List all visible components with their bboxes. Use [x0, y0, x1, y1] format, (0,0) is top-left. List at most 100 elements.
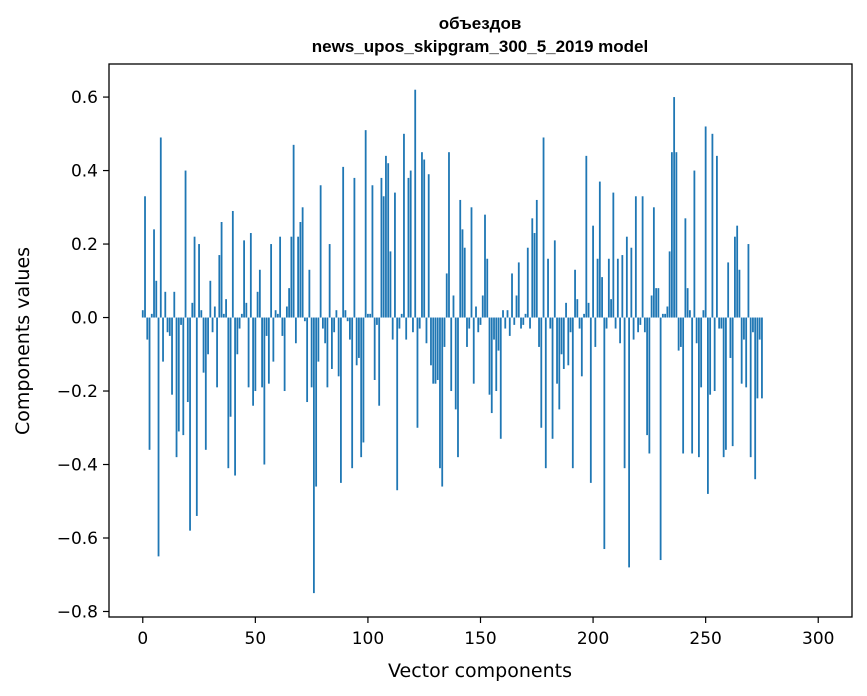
bar	[177, 317, 180, 432]
bar	[547, 258, 549, 318]
bar	[294, 317, 297, 344]
bar	[166, 317, 169, 333]
y-axis-label: Components values	[12, 247, 34, 435]
bar	[310, 317, 313, 388]
bar	[607, 258, 610, 318]
bar	[258, 269, 261, 318]
bar	[391, 317, 394, 340]
bar	[195, 317, 198, 516]
bar	[502, 310, 504, 318]
bar	[297, 236, 300, 318]
bar	[558, 317, 561, 410]
bar	[713, 317, 716, 392]
bar	[211, 317, 214, 333]
bar	[574, 269, 576, 318]
bar	[727, 262, 730, 318]
bar	[731, 317, 734, 447]
bar	[513, 317, 516, 325]
bar	[461, 229, 464, 318]
bar	[175, 317, 178, 458]
bar	[155, 280, 158, 318]
x-tick-label: 150	[464, 629, 496, 649]
bar	[414, 89, 417, 318]
bar	[580, 317, 583, 377]
bar	[567, 317, 570, 366]
bar	[754, 317, 757, 480]
bar	[265, 317, 268, 336]
bar	[247, 317, 250, 388]
bars-group	[141, 89, 763, 594]
bar	[752, 317, 754, 333]
bar	[637, 317, 640, 333]
bar	[303, 317, 306, 322]
bar	[722, 317, 725, 458]
bar	[452, 295, 455, 318]
bar	[159, 137, 162, 318]
bar	[472, 317, 475, 384]
bar	[650, 295, 653, 318]
bar	[682, 317, 685, 454]
bar	[589, 317, 592, 483]
bar	[400, 313, 403, 318]
bar	[416, 317, 419, 428]
bar	[421, 152, 423, 318]
x-tick-label: 100	[352, 629, 384, 649]
bar	[448, 152, 450, 318]
bar	[301, 207, 304, 318]
bar	[299, 222, 302, 318]
x-axis-ticks: 0 50 100 150 200 250 300	[137, 617, 834, 649]
bar	[218, 255, 221, 318]
bar	[668, 251, 671, 318]
bar	[144, 196, 146, 318]
bar	[398, 317, 401, 329]
bar	[711, 133, 714, 318]
bar	[481, 295, 484, 318]
bar	[396, 317, 399, 491]
bar	[360, 317, 363, 458]
bar	[283, 317, 286, 392]
bar	[319, 185, 322, 318]
bar	[387, 163, 390, 318]
bar	[186, 317, 189, 403]
bar	[171, 317, 173, 395]
bar	[524, 313, 527, 318]
bar	[141, 310, 144, 318]
bar	[628, 317, 630, 568]
bar	[281, 317, 284, 336]
bar	[551, 317, 554, 439]
bar	[369, 313, 372, 318]
bar	[646, 317, 649, 436]
bar	[740, 317, 743, 384]
bar	[666, 306, 669, 318]
bar	[677, 317, 680, 351]
bar	[378, 317, 381, 406]
bar	[436, 317, 439, 380]
x-tick-label: 250	[689, 629, 721, 649]
bar	[614, 317, 617, 329]
x-tick-label: 0	[137, 629, 148, 649]
bar	[634, 196, 637, 318]
bar	[362, 317, 365, 443]
bar	[553, 240, 556, 318]
bar	[193, 236, 196, 318]
bar	[592, 225, 594, 318]
bar	[691, 317, 694, 454]
bar	[587, 302, 590, 318]
bar	[382, 196, 385, 318]
bar	[371, 185, 374, 318]
bar	[394, 192, 396, 318]
bar	[652, 207, 655, 318]
bar	[423, 159, 426, 318]
y-tick-label: −0.6	[57, 529, 98, 549]
x-tick-label: 200	[577, 629, 609, 649]
bar	[544, 317, 547, 469]
bar	[238, 317, 241, 329]
bar	[522, 317, 525, 325]
bar	[267, 317, 270, 384]
bar	[515, 295, 518, 318]
bar	[315, 317, 318, 487]
bar	[664, 313, 667, 318]
bar	[583, 313, 585, 318]
bar	[569, 317, 572, 333]
